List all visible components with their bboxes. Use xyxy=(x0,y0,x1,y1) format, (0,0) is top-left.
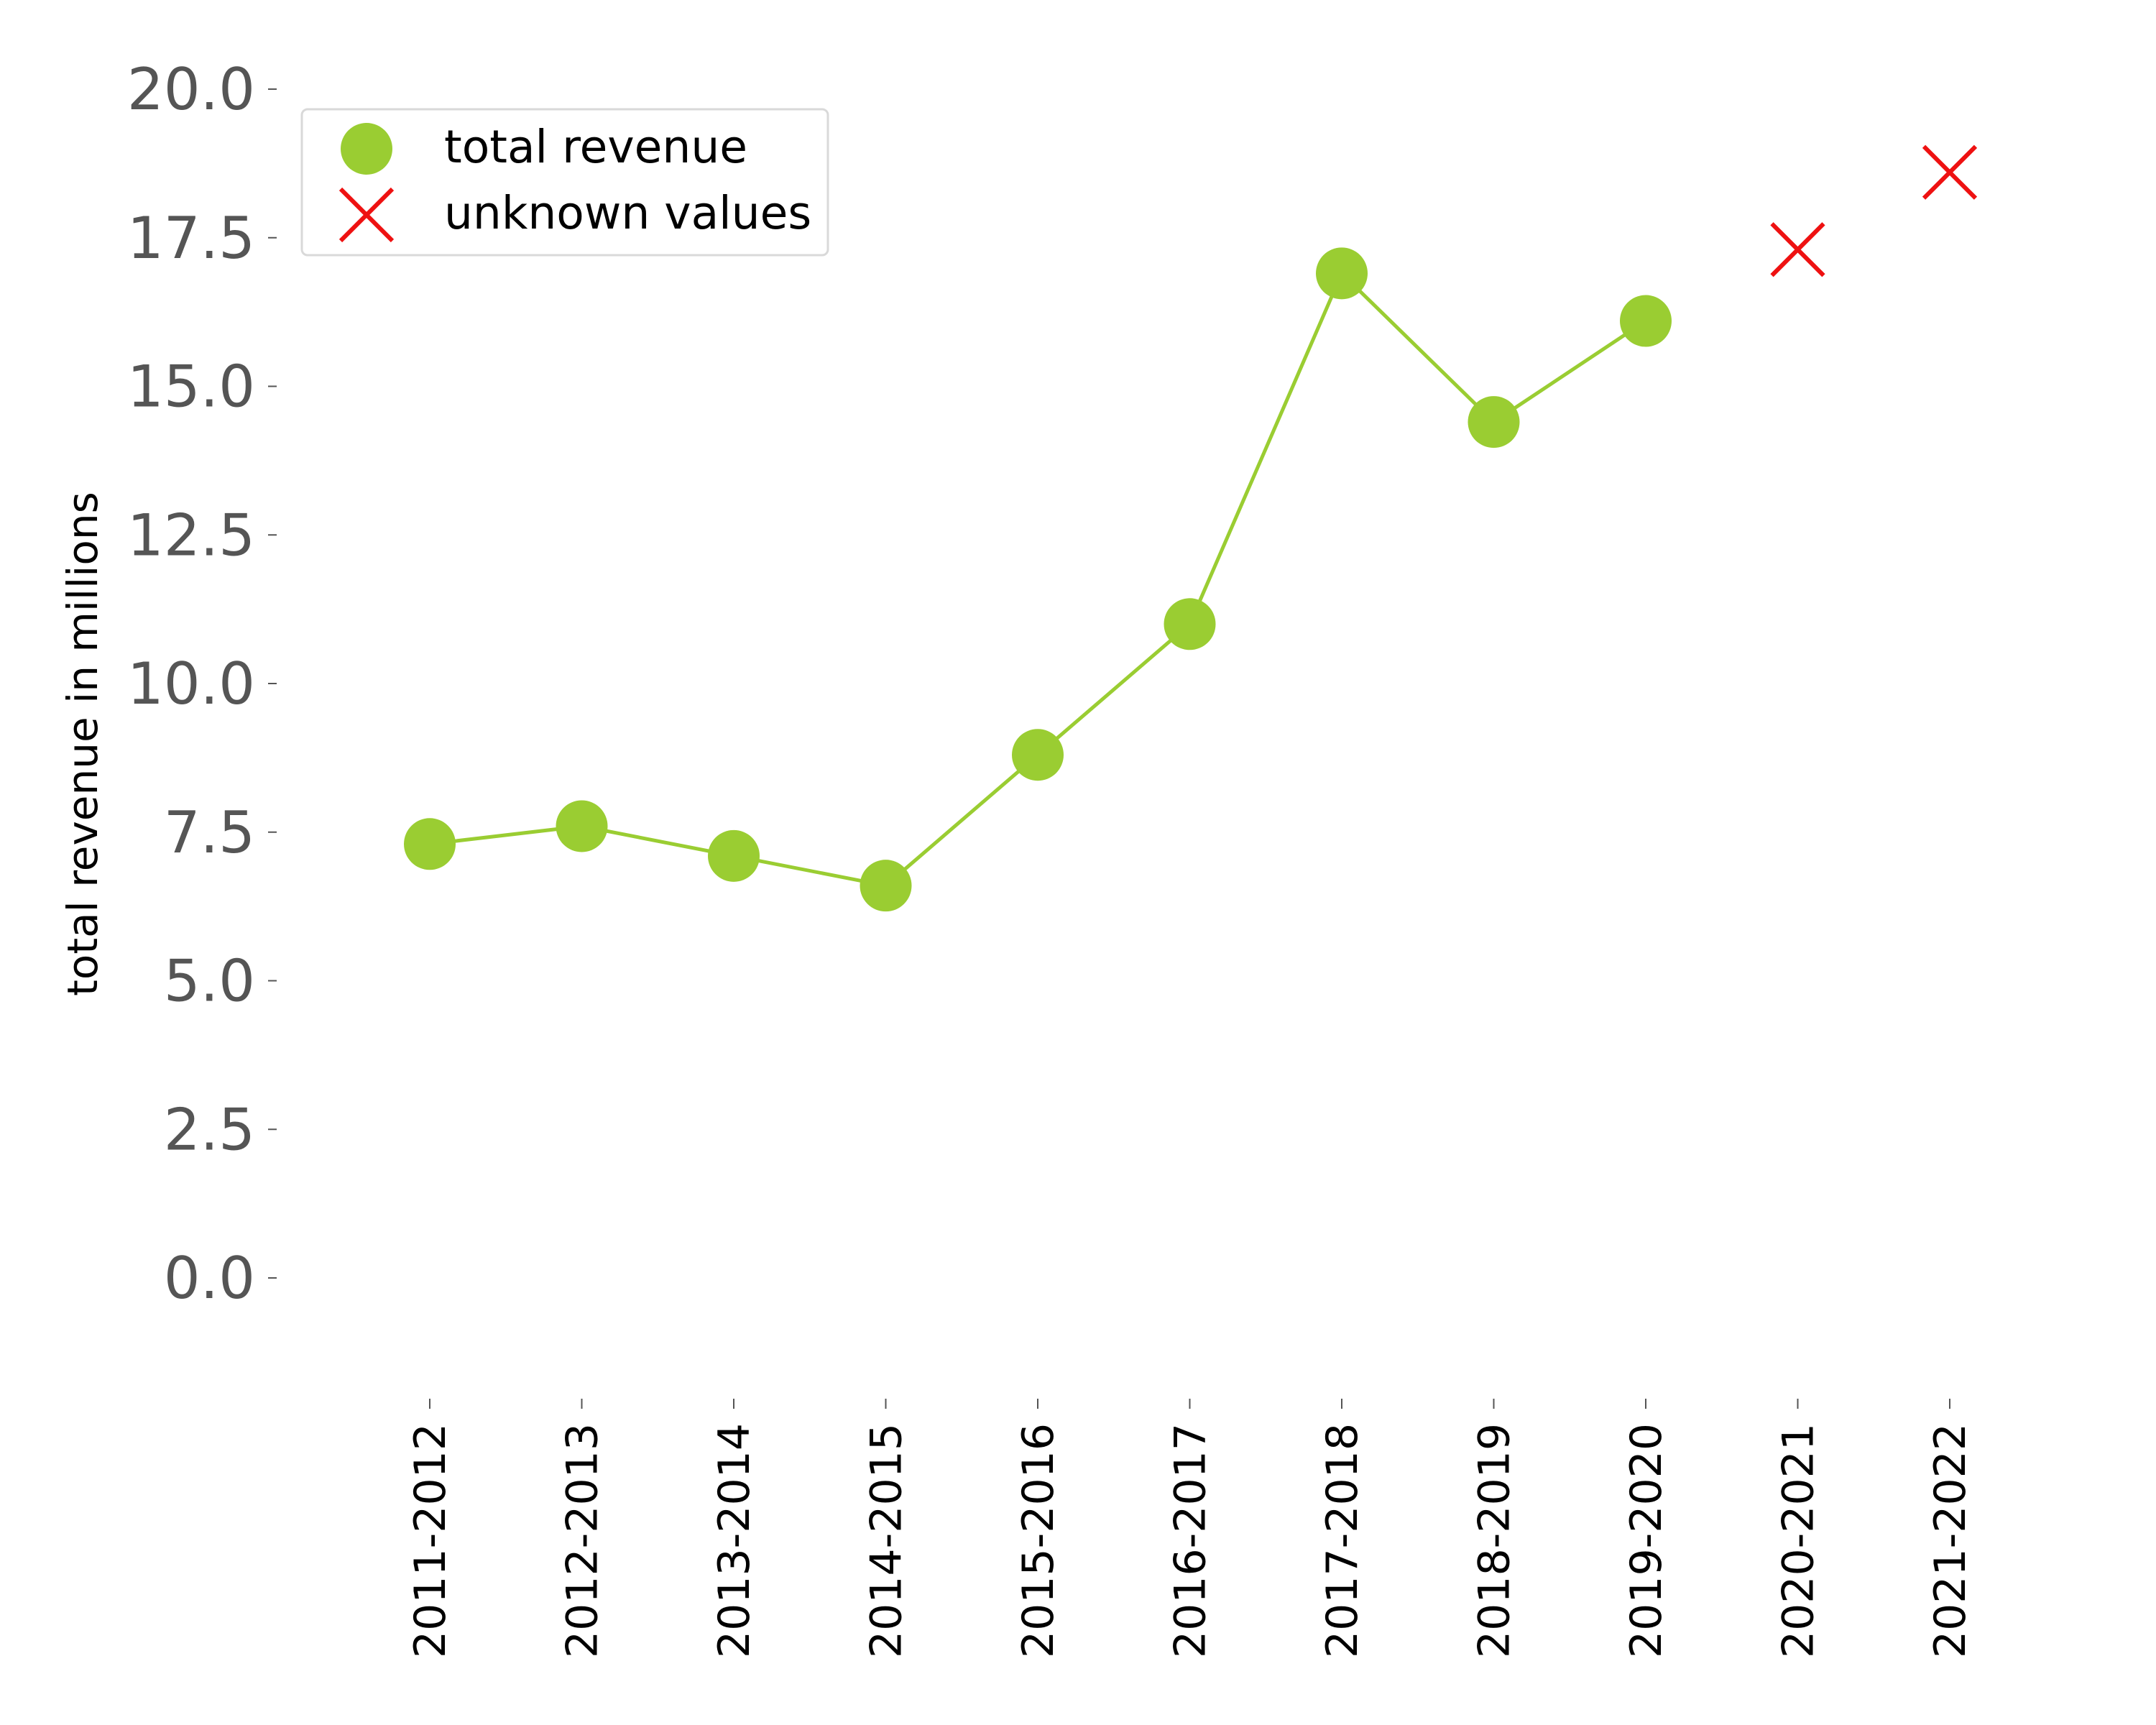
legend-marker-unknown-values xyxy=(338,187,395,243)
y-axis: 0.0 2.5 5.0 7.5 10.0 12.5 15.0 17.5 20.0 xyxy=(127,56,277,1312)
x-tick-label-2015-2016: 2015-2016 xyxy=(1013,1423,1064,1658)
x-tick-label-2021-2022: 2021-2022 xyxy=(1925,1423,1976,1658)
x-tick-label-2014-2015: 2014-2015 xyxy=(862,1423,912,1658)
data-point-total-revenue-2018-2019 xyxy=(1468,396,1520,448)
x-tick-label-2017-2018: 2017-2018 xyxy=(1317,1423,1368,1658)
x-tick-label-2011-2012: 2011-2012 xyxy=(405,1423,456,1658)
data-point-total-revenue-2011-2012 xyxy=(404,818,456,870)
series-line-total-revenue xyxy=(429,271,1647,888)
x-tick-label-2020-2021: 2020-2021 xyxy=(1774,1423,1824,1658)
data-point-total-revenue-2016-2017 xyxy=(1164,598,1216,650)
plot-area xyxy=(404,144,1978,912)
y-axis-label: total revenue in millions xyxy=(58,492,107,996)
y-tick-label-12-5: 12.5 xyxy=(127,502,255,569)
y-tick-label-15-0: 15.0 xyxy=(127,354,255,420)
legend-frame xyxy=(300,108,829,257)
legend-swatch-total-revenue xyxy=(341,123,392,175)
y-tick-label-2-5: 2.5 xyxy=(164,1096,255,1163)
data-point-total-revenue-2012-2013 xyxy=(556,800,608,852)
y-tick-label-0-0: 0.0 xyxy=(164,1245,255,1312)
y-tick-label-17-5: 17.5 xyxy=(127,205,255,272)
x-tick-label-2018-2019: 2018-2019 xyxy=(1470,1423,1520,1658)
data-point-total-revenue-2014-2015 xyxy=(860,860,912,912)
legend-swatch-unknown-values xyxy=(338,187,395,243)
y-tick-label-10-0: 10.0 xyxy=(127,650,255,717)
x-axis: 2011-2012 2012-2013 2013-2014 2014-2015 2015… xyxy=(405,1399,1976,1658)
y-tick-label-5-0: 5.0 xyxy=(164,948,255,1015)
data-point-total-revenue-2013-2014 xyxy=(708,829,760,882)
legend-label-unknown-values: unknown values xyxy=(444,187,811,239)
y-tick-label-20-0: 20.0 xyxy=(127,56,255,123)
data-point-total-revenue-2015-2016 xyxy=(1012,729,1064,781)
x-tick-label-2019-2020: 2019-2020 xyxy=(1621,1423,1672,1658)
legend-label-total-revenue: total revenue xyxy=(444,121,747,173)
x-tick-label-2013-2014: 2013-2014 xyxy=(709,1423,760,1658)
legend-marker-total-revenue xyxy=(341,123,392,175)
data-point-unknown-values-2020-2021 xyxy=(1770,222,1825,277)
data-point-total-revenue-2017-2018 xyxy=(1316,247,1368,300)
data-point-total-revenue-2019-2020 xyxy=(1620,295,1672,347)
x-tick-label-2012-2013: 2012-2013 xyxy=(558,1423,608,1658)
y-tick-label-7-5: 7.5 xyxy=(164,799,255,866)
legend: total revenue unknown values xyxy=(300,108,829,257)
data-point-unknown-values-2021-2022 xyxy=(1922,144,1978,200)
x-tick-label-2016-2017: 2016-2017 xyxy=(1166,1423,1216,1658)
